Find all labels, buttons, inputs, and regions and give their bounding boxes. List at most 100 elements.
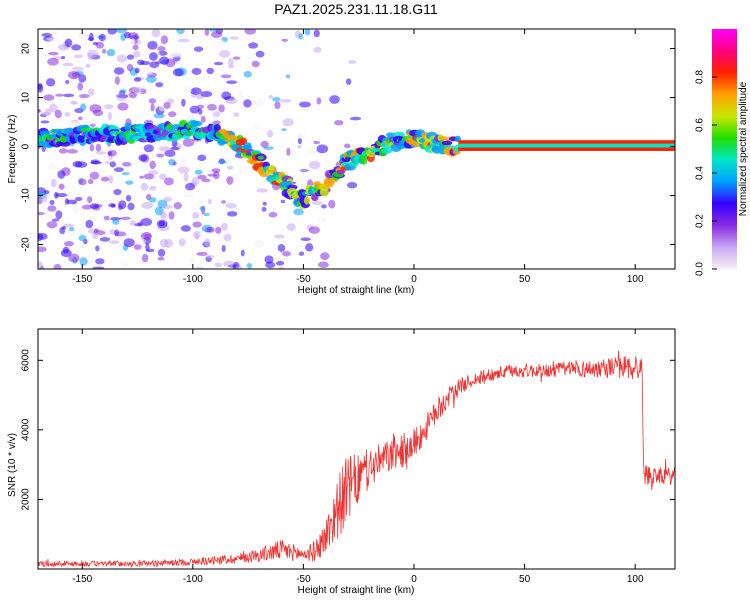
heatmap-cell [126, 63, 134, 72]
heatmap-cell [46, 221, 58, 229]
heatmap-cell [178, 166, 190, 174]
heatmap-cell [123, 238, 135, 248]
heatmap-cell [334, 120, 344, 126]
heatmap-cell [172, 161, 177, 166]
heatmap-cell [285, 74, 291, 79]
heatmap-cell [140, 182, 149, 191]
heatmap-cell [92, 266, 105, 269]
heatmap-cell [89, 171, 100, 180]
heatmap-cell [103, 215, 110, 221]
heatmap-cell [349, 116, 362, 121]
snr-y-tick-label: 6000 [21, 349, 32, 372]
snr-background [38, 329, 675, 569]
heatmap-cell [115, 29, 128, 34]
heatmap-cell [192, 211, 200, 219]
heatmap-cell [204, 29, 210, 36]
heatmap-cell [215, 226, 222, 234]
heatmap-cell [51, 218, 60, 222]
heatmap-cell [148, 98, 157, 104]
heatmap-cell [225, 202, 237, 209]
heatmap-cell [256, 205, 263, 214]
heatmap-cell [66, 149, 78, 154]
snr-x-tick-label: 0 [411, 574, 417, 585]
heatmap-cell [107, 111, 113, 121]
heatmap-cell [80, 103, 87, 111]
spectrogram-x-tick-label: 50 [519, 274, 531, 285]
snr-y-label: SNR (10 * v/v) [7, 433, 18, 497]
spectrogram-y-tick-label: 10 [21, 92, 32, 104]
colorbar-bar [712, 29, 737, 269]
heatmap-cell [200, 115, 206, 123]
heatmap-cell [316, 97, 322, 105]
heatmap-cell [38, 83, 43, 90]
heatmap-cell [119, 216, 132, 220]
heatmap-cell [154, 206, 164, 216]
heatmap-cell [229, 36, 239, 40]
heatmap-cell [109, 161, 116, 168]
heatmap-cell [205, 254, 215, 259]
colorbar-tick-label: 0.2 [695, 214, 706, 228]
heatmap-cell [193, 46, 204, 52]
heatmap-cell [128, 91, 137, 99]
heatmap-cell [127, 202, 135, 211]
spectrogram-y-tick-label: 20 [21, 43, 32, 55]
heatmap-cell [157, 256, 165, 261]
heatmap-cell [298, 33, 304, 40]
heatmap-ridge-cell [166, 123, 174, 130]
heatmap-cell [106, 48, 116, 57]
heatmap-cell [47, 162, 57, 171]
heatmap-cell [63, 93, 75, 98]
heatmap-cell [38, 246, 47, 253]
colorbar-ticks: 0.0 0.2 0.4 0.6 0.8 [695, 70, 717, 276]
heatmap-cell [90, 159, 100, 165]
heatmap-cell [119, 89, 127, 93]
heatmap-ridge-cell [381, 148, 393, 154]
heatmap-cell [71, 44, 82, 51]
heatmap-cell [87, 178, 94, 185]
heatmap-cell [163, 177, 174, 186]
heatmap-cell [113, 167, 124, 173]
heatmap-cell [251, 60, 260, 68]
heatmap-cell [313, 46, 322, 53]
heatmap-cell [113, 67, 125, 75]
heatmap-cell [140, 217, 153, 227]
heatmap-cell [157, 248, 166, 257]
heatmap-cell [201, 178, 211, 183]
heatmap-cell [282, 250, 291, 257]
heatmap-cell [107, 150, 117, 157]
heatmap-cell [132, 44, 139, 51]
heatmap-cell [280, 199, 286, 204]
heatmap-cell [181, 98, 186, 107]
heatmap-cell [95, 151, 107, 155]
heatmap-ridge-cell [439, 136, 449, 141]
heatmap-cell [85, 63, 91, 69]
heatmap-cell [38, 232, 44, 242]
heatmap-cell [123, 31, 131, 39]
spectrogram-y-tick-label: -10 [21, 188, 32, 203]
heatmap-cell [65, 80, 70, 84]
heatmap-cell [159, 238, 169, 248]
heatmap-cell [268, 94, 273, 99]
heatmap-cell [226, 211, 238, 217]
heatmap-cell [118, 200, 127, 210]
heatmap-cell [189, 105, 200, 114]
heatmap-cell [308, 161, 321, 170]
heatmap-ridge-cell [360, 156, 368, 165]
heatmap-cell [297, 144, 302, 149]
heatmap-cell [246, 263, 253, 269]
heatmap-cell [116, 54, 128, 63]
heatmap-cell [68, 121, 80, 129]
heatmap-cell [233, 112, 240, 118]
heatmap-cell [274, 101, 281, 110]
colorbar-tick-label: 0.8 [695, 70, 706, 84]
heatmap-cell [132, 50, 141, 58]
heatmap-cell [212, 111, 221, 118]
heatmap-cell [133, 77, 142, 82]
heatmap-cell [179, 158, 189, 164]
heatmap-cell [68, 253, 80, 263]
heatmap-cell [73, 54, 84, 59]
heatmap-cell [141, 201, 154, 210]
heatmap-cell [46, 37, 58, 41]
heatmap-cell [121, 172, 130, 176]
heatmap-cell [53, 263, 62, 269]
